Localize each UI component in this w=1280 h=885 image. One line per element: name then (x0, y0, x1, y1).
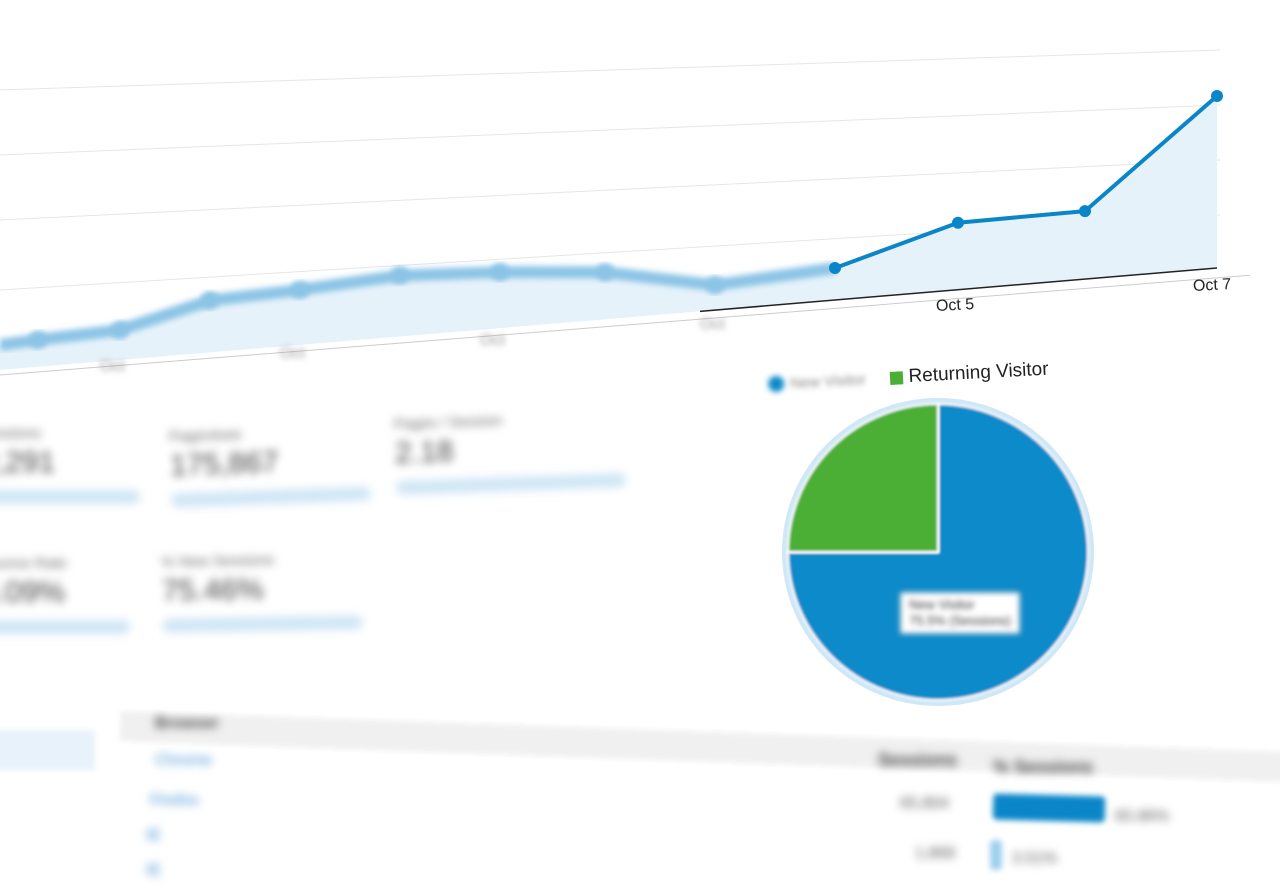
gridline (0, 104, 1221, 156)
x-tick-oct7: Oct 7 (1192, 276, 1232, 295)
table-row-name[interactable]: IE (146, 827, 162, 844)
x-tick: Oct (280, 345, 305, 362)
metric-sparkline (0, 490, 140, 504)
table-header-sessions[interactable]: Sessions (878, 750, 958, 770)
data-point (829, 262, 841, 275)
gridline (0, 159, 1221, 221)
table-row-bar (990, 840, 1002, 870)
data-point (29, 330, 47, 349)
metric-label: Bounce Rate (0, 555, 67, 572)
table-row-pct: 65.86% (1115, 808, 1170, 825)
x-tick: Oct (480, 332, 505, 349)
legend-new-visitor[interactable]: New Visitor (789, 370, 867, 392)
data-point (201, 291, 219, 310)
metric-value: 2,291 (0, 446, 56, 479)
series-line (834, 94, 1219, 270)
table-row-sessions: 1,868 (915, 845, 956, 862)
chart-area-fill (0, 96, 1217, 370)
table-row-sessions: 65,804 (900, 795, 949, 812)
table-row-name[interactable]: IE (146, 862, 162, 879)
table-row-bar (992, 793, 1106, 823)
tooltip-title: New Visitor (909, 597, 975, 612)
data-point (491, 263, 509, 282)
x-tick: Oct (700, 316, 725, 333)
table-row-name[interactable]: Firefox (150, 792, 199, 809)
metric-value: 175,867 (169, 445, 279, 483)
table-row-name[interactable]: Chrome (155, 752, 212, 769)
tooltip-value: 75.5% (Sessions) (909, 613, 1011, 628)
x-tick: Oct (100, 358, 125, 375)
metric-card-pageviews: Pageviews 175,867 (169, 422, 372, 508)
data-point (291, 280, 309, 299)
new-visitor-swatch-icon (767, 375, 785, 393)
metric-sparkline (0, 620, 130, 634)
series-line-blurred (0, 262, 836, 351)
table-header-pct-sessions[interactable]: % Sessions (993, 757, 1094, 777)
metric-value: 5.09% (0, 576, 66, 609)
table-filter-box (0, 730, 95, 770)
metric-card-new-sessions: % New Sessions 75.46% (161, 550, 363, 633)
metric-card-pages-per-session: Pages / Session 2.18 (394, 408, 627, 495)
data-point (111, 320, 129, 339)
gridline (0, 49, 1221, 91)
x-axis-line (0, 274, 1251, 376)
pie-tooltip: New Visitor 75.5% (Sessions) (900, 592, 1020, 634)
metric-value: 75.46% (161, 572, 265, 608)
metric-value: 2.18 (394, 434, 454, 471)
x-axis (699, 267, 1218, 313)
metric-card-sessions: Sessions 2,291 (0, 425, 140, 504)
x-tick-oct5: Oct 5 (935, 296, 975, 315)
data-point (596, 263, 614, 282)
pie-slice-returning-visitor (786, 402, 939, 553)
table-row-pct: 3.51% (1012, 850, 1058, 867)
table-header-browser[interactable]: Browser (155, 715, 220, 732)
data-point (952, 216, 964, 229)
metric-label: Sessions (0, 425, 41, 442)
table-header-band (119, 711, 1280, 784)
data-point (391, 266, 409, 285)
data-point (1211, 90, 1223, 103)
metric-label: % New Sessions (161, 551, 275, 571)
metric-card-bounce-rate: Bounce Rate 5.09% (0, 555, 130, 634)
returning-visitor-swatch-icon (889, 370, 903, 385)
data-point (706, 276, 724, 295)
data-point (1079, 205, 1091, 218)
